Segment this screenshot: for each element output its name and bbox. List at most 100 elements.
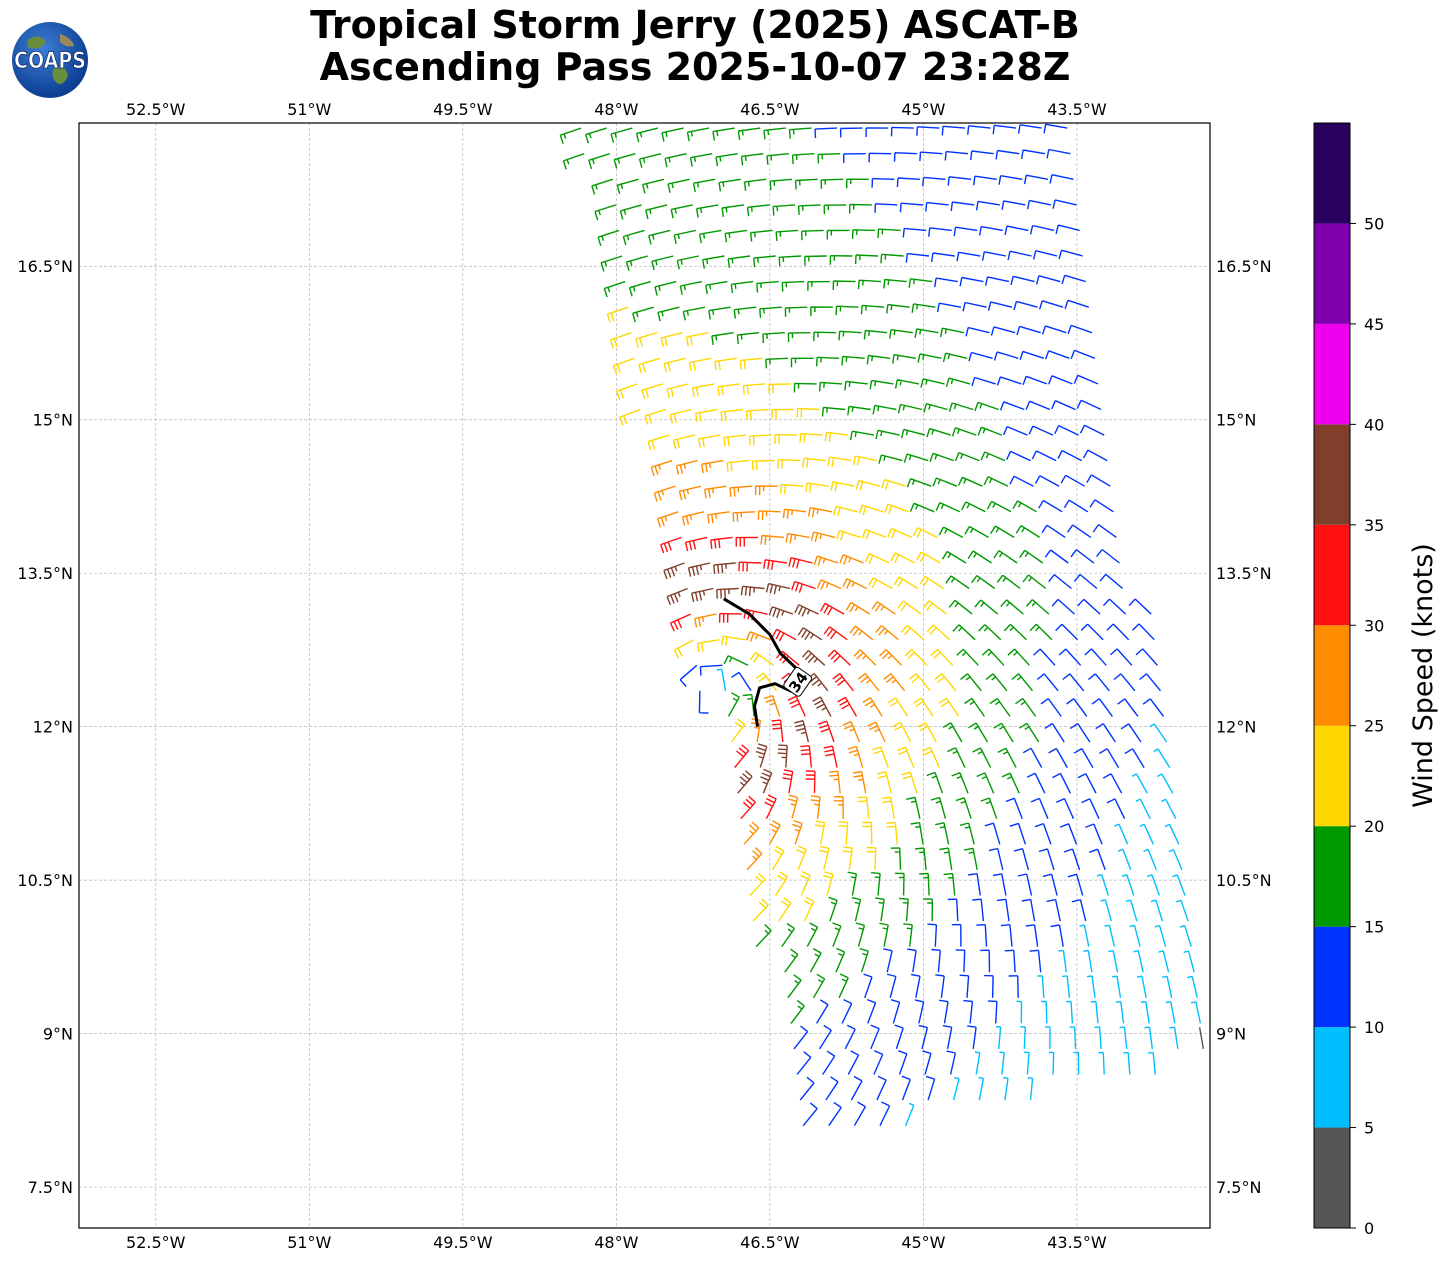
wind-barb [942,352,968,363]
wind-barb [679,280,703,295]
wind-barb [588,153,611,170]
wind-barb [1007,250,1032,261]
wind-barb [904,1102,915,1126]
wind-barb [790,357,814,368]
wind-barb [843,153,866,163]
wind-barb [1125,899,1138,922]
colorbar-bin [1314,1127,1350,1228]
wind-barb [1190,1001,1202,1024]
wind-barb [990,525,1015,538]
wind-barb [781,922,795,948]
wind-barb [1009,822,1027,845]
wind-barb [908,278,933,288]
wind-barb [886,821,899,845]
contour-line [723,597,801,727]
wind-barb [1096,548,1120,564]
wind-barb [855,922,866,947]
wind-barb [711,332,734,346]
axis-labels: 52.5°W 52.5°W 51°W 51°W 49.5°W 49.5°W 48°W 48°W… [17,100,1271,1252]
wind-barb [1113,673,1136,692]
wind-barb [919,872,930,896]
wind-barb [701,459,724,474]
wind-barb [971,575,996,590]
wind-barb [669,408,692,424]
wind-barb [685,332,709,347]
wind-barb [1003,623,1027,641]
wind-barb [1026,199,1052,210]
wind-barb [792,819,803,845]
wind-barb [957,476,983,487]
wind-barb [985,673,1008,692]
wind-barb [809,947,822,973]
wind-barb [916,126,940,136]
wind-barb [1049,174,1074,184]
lat-tick-label-left: 7.5°N [28,1178,73,1197]
wind-barb [771,408,795,419]
wind-barb [1055,224,1080,234]
wind-barb [712,127,735,141]
wind-barb [766,153,789,165]
wind-barb [1073,747,1094,768]
wind-barb [600,255,623,272]
wind-barb [704,485,727,499]
wind-barb [784,948,799,973]
wind-barb [879,1101,891,1127]
lat-tick-label-right: 10.5°N [1216,871,1272,890]
wind-barb [1096,873,1109,896]
wind-barb [819,602,845,616]
wind-barb [876,1075,887,1101]
lon-tick-label-top: 45°W [901,100,945,119]
wind-barb [619,204,642,220]
wind-barb [714,357,737,371]
wind-barb [868,577,893,590]
wind-barb [1098,1051,1105,1075]
wind-barb [948,402,974,412]
wind-barb [1090,1000,1099,1024]
wind-barb [914,328,939,338]
wind-barb [787,332,811,343]
wind-barb [827,456,852,467]
wind-barb [1172,874,1186,896]
wind-barb [847,871,858,896]
wind-barb [625,255,648,271]
lat-tick-label-right: 9°N [1216,1025,1246,1044]
wind-barb [1158,950,1170,973]
wind-barb [862,697,883,717]
wind-barb [871,177,895,188]
wind-barb [619,408,641,426]
lat-tick-label-right: 16.5°N [1216,257,1272,276]
wind-barb [754,485,778,496]
colorbar-tick-label: 40 [1364,415,1384,434]
wind-barb [832,280,856,291]
wind-barb [1022,375,1048,386]
wind-barb [863,329,888,340]
colorbar-tick-label: 10 [1364,1018,1384,1037]
wind-barb [771,628,797,642]
wind-barb [749,651,775,666]
wind-barb [613,153,636,169]
wind-barb [861,528,887,540]
wind-barb [1157,773,1174,794]
wind-barb [609,332,632,349]
wind-barb [737,127,761,140]
wind-barb [959,822,975,845]
wind-barb [996,898,1010,922]
wind-barb [805,770,816,794]
wind-barb [889,329,913,339]
wind-barb [1025,599,1050,615]
wind-barb [955,949,966,973]
lat-tick-label-left: 9°N [43,1025,73,1044]
wind-barb [762,332,785,344]
wind-barb [921,746,941,768]
wind-barb [1064,299,1090,310]
wind-barb [1069,1026,1077,1049]
wind-barb [938,697,960,717]
wind-barb [1135,648,1158,666]
wind-barb [801,229,824,241]
wind-barb [1016,325,1041,336]
wind-barb [793,1025,809,1050]
wind-barb [1108,949,1119,973]
wind-barb [746,204,770,217]
wind-barb [990,326,1016,336]
wind-barb [903,923,913,947]
